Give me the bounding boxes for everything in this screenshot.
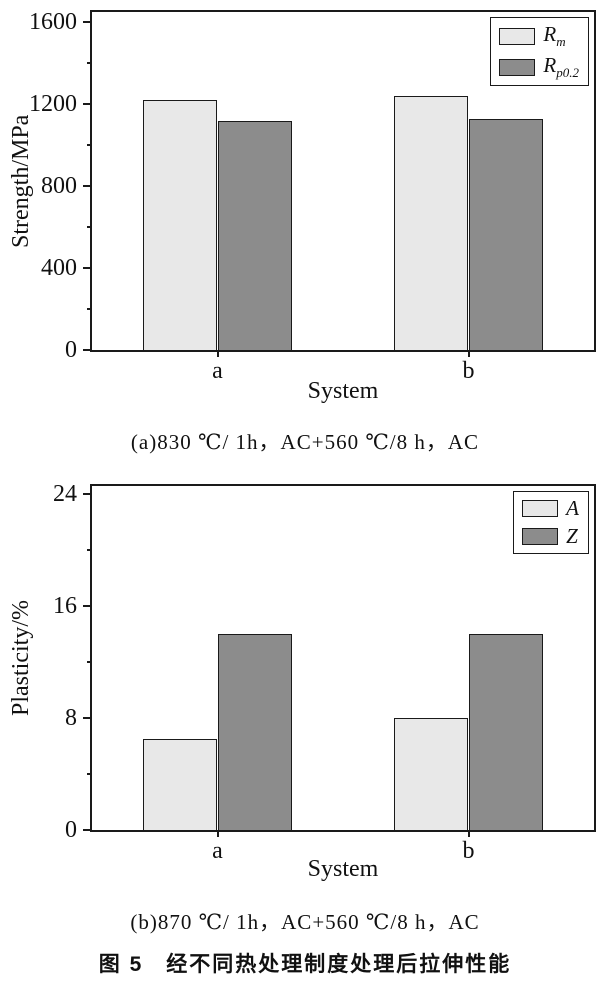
figure-caption: 图 5 经不同热处理制度处理后拉伸性能 [98, 953, 512, 976]
bar-Rp02-a [217, 120, 292, 350]
y-axis-title-strength: Strength/MPa [8, 114, 34, 248]
y-tick-label: 8 [65, 705, 77, 732]
bar-Rm-b [394, 96, 469, 350]
legend-label-Rp02: Rp0.2 [543, 53, 579, 81]
x-tick [467, 350, 470, 357]
y-tick-major [83, 829, 92, 831]
y-axis-title-plasticity: Plasticity/% [8, 600, 34, 716]
y-tick-minor [87, 773, 92, 776]
bar-Z-b [468, 634, 543, 830]
x-axis-title-strength: System [307, 378, 379, 404]
y-tick-major [83, 21, 92, 24]
legend-swatch-A [522, 500, 559, 517]
y-tick-label: 800 [41, 173, 77, 200]
x-tick-label: b [462, 838, 475, 864]
y-tick-minor [87, 226, 92, 229]
plasticity-plot-area: 0 8 16 24 a b A Z [53, 482, 596, 863]
legend-label-Rm: Rm [543, 22, 566, 50]
x-tick [216, 350, 219, 357]
legend-item-Rp02: Rp0.2 [499, 55, 579, 79]
legend-label-Z: Z [566, 524, 578, 548]
bar-A-a [143, 739, 218, 830]
legend-swatch-Rm [499, 27, 536, 45]
x-tick [467, 830, 470, 837]
x-tick-label: b [462, 358, 475, 384]
legend-item-Z: Z [522, 526, 579, 547]
strength-plot-area: 0 400 800 1200 1600 a b Rm Rp0.2 [29, 10, 596, 383]
y-tick-major [83, 185, 92, 188]
y-tick-label: 1200 [29, 91, 77, 118]
subcaption-b: (b)870 ℃/ 1h，AC+560 ℃/8 h，AC [130, 910, 480, 934]
y-tick-minor [87, 308, 92, 311]
x-axis-title-plasticity: System [307, 856, 379, 882]
subcaption-a: (a)830 ℃/ 1h，AC+560 ℃/8 h，AC [130, 430, 480, 454]
y-tick-label: 1600 [29, 9, 77, 36]
y-tick-minor [87, 62, 92, 65]
y-tick-label: 16 [53, 593, 77, 620]
legend-swatch-Z [522, 528, 559, 545]
y-tick-minor [87, 661, 92, 664]
x-tick [216, 830, 219, 837]
legend: Rm Rp0.2 [490, 17, 589, 87]
legend-item-A: A [522, 498, 579, 519]
x-tick-label: a [212, 838, 223, 864]
y-tick-major [83, 493, 92, 496]
legend-item-Rm: Rm [499, 24, 579, 48]
y-tick-label: 24 [53, 481, 77, 508]
y-tick-major [83, 605, 92, 608]
bar-A-b [394, 718, 469, 830]
bar-Rp02-b [468, 118, 543, 350]
figure-plasticity: Plasticity/% 0 8 16 24 a b A Z System (b)870 ℃/… [0, 480, 610, 936]
y-tick-label: 0 [65, 337, 77, 363]
y-tick-minor [87, 549, 92, 552]
y-tick-label: 400 [41, 255, 77, 282]
y-tick-major [83, 267, 92, 270]
legend-swatch-Rp02 [499, 58, 536, 76]
y-tick-minor [87, 144, 92, 147]
y-tick-major [83, 103, 92, 106]
y-tick-major [83, 349, 92, 351]
bar-Z-a [217, 634, 292, 830]
strength-chart: Strength/MPa 0 400 800 1200 1600 a b Rm Rp0.2 Sy… [0, 2, 610, 410]
figure-strength: Strength/MPa 0 400 800 1200 1600 a b Rm Rp0.2 Sy… [0, 2, 610, 456]
bar-Rm-a [143, 100, 218, 350]
y-tick-label: 0 [65, 817, 77, 843]
plasticity-chart: Plasticity/% 0 8 16 24 a b A Z System [0, 480, 610, 890]
legend-label-A: A [566, 496, 579, 520]
x-tick-label: a [212, 358, 223, 384]
y-tick-major [83, 717, 92, 720]
